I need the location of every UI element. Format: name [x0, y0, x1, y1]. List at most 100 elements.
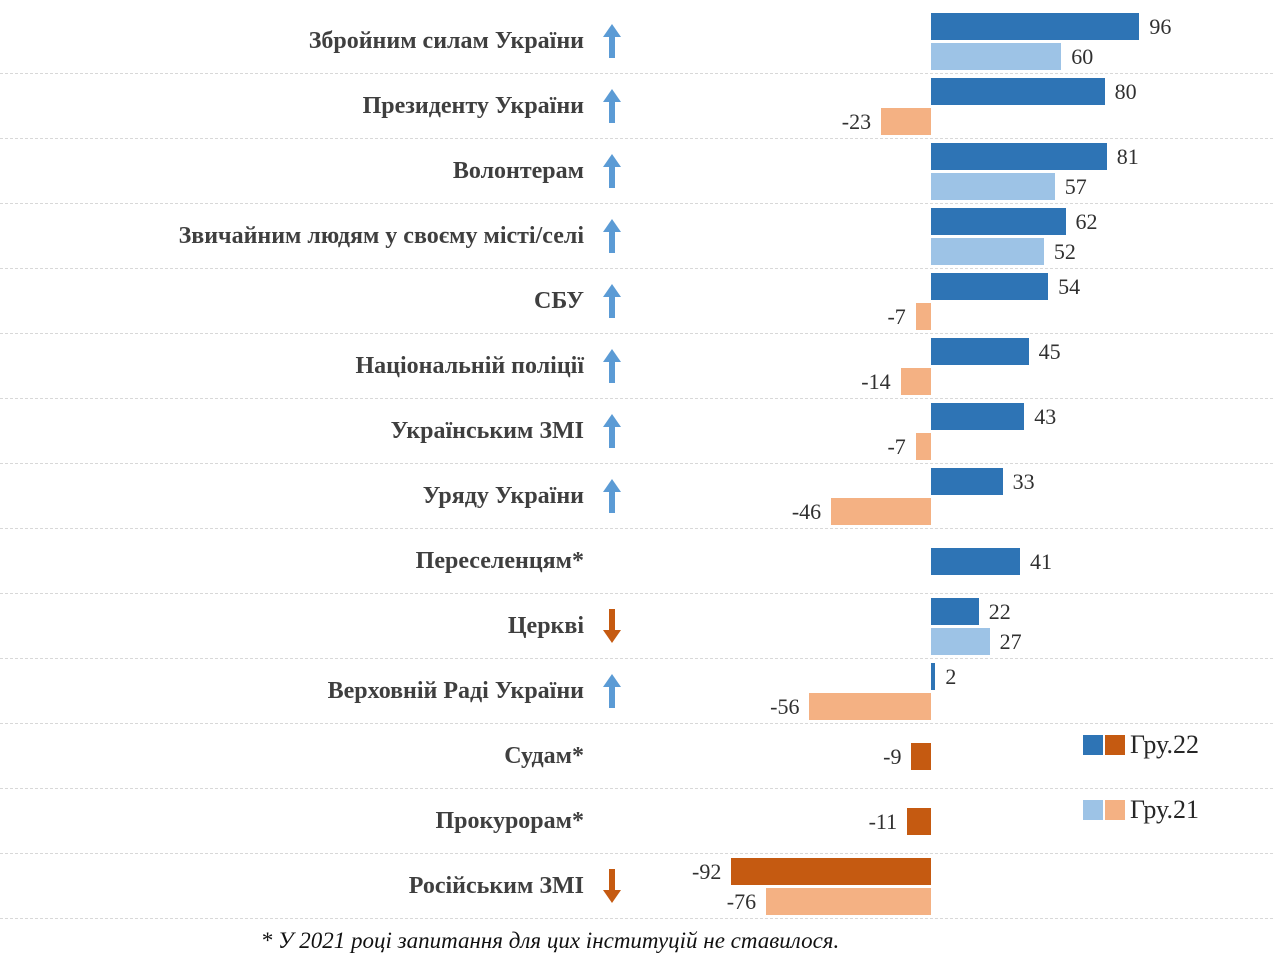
plot-area: -9 [634, 724, 1273, 788]
trend-cell [590, 594, 634, 658]
bar-dec22 [931, 338, 1029, 365]
value-label: 57 [1064, 174, 1087, 199]
bar-dec21 [931, 173, 1055, 200]
legend-label-dec22: Гру.22 [1130, 730, 1199, 759]
chart-rows: Збройним силам України 96 60 Президенту Укр… [0, 9, 1273, 919]
category-label: СБУ [534, 287, 584, 314]
value-label: -9 [883, 744, 902, 769]
trend-up-icon [603, 24, 621, 58]
bar-dec22 [931, 273, 1049, 300]
value-label: -46 [791, 499, 822, 524]
category-label: Уряду України [422, 482, 584, 509]
legend-label-dec21: Гру.21 [1130, 795, 1199, 824]
trend-cell [590, 204, 634, 268]
legend-swatch-light-orange [1105, 800, 1125, 820]
value-label: 43 [1034, 404, 1057, 429]
legend-swatch-light-blue [1083, 800, 1103, 820]
plot-area: 54 -7 [634, 269, 1273, 333]
plot-area: 96 60 [634, 9, 1273, 73]
plot-area: 80 -23 [634, 74, 1273, 138]
bar-dec21 [931, 238, 1044, 265]
chart-row: Президенту України 80 -23 [0, 74, 1273, 139]
chart-row: Уряду України 33 -46 [0, 464, 1273, 529]
trend-down-icon [603, 869, 621, 903]
value-label: -92 [692, 859, 722, 884]
plot-area: -92 -76 [634, 854, 1273, 918]
bar-dec22 [731, 858, 931, 885]
value-label: -11 [868, 809, 898, 834]
bar-dec21 [881, 108, 931, 135]
category-label: Церкві [507, 612, 584, 639]
value-label: -14 [861, 369, 891, 394]
category-label: Українським ЗМІ [390, 417, 584, 444]
chart-footnote: * У 2021 році запитання для цих інституц… [260, 928, 840, 953]
bar-dec22 [931, 13, 1140, 40]
bar-dec22 [931, 208, 1066, 235]
value-label: 80 [1114, 79, 1137, 104]
plot-area: 81 57 [634, 139, 1273, 203]
legend-item-dec22: Гру.22 [1083, 730, 1199, 759]
trend-up-icon [603, 284, 621, 318]
value-label: -23 [841, 109, 872, 134]
chart-row: СБУ 54 -7 [0, 269, 1273, 334]
chart-row: Збройним силам України 96 60 [0, 9, 1273, 74]
category-label: Президенту України [362, 92, 584, 119]
value-label: 62 [1075, 209, 1098, 234]
trend-up-icon [603, 349, 621, 383]
chart-row: Українським ЗМІ 43 -7 [0, 399, 1273, 464]
category-label: Волонтерам [452, 157, 584, 184]
value-label: 22 [988, 599, 1011, 624]
value-label: 45 [1038, 339, 1061, 364]
bar-dec22 [931, 78, 1105, 105]
bar-dec22 [911, 743, 931, 770]
trend-down-icon [603, 609, 621, 643]
plot-area: 33 -46 [634, 464, 1273, 528]
trend-cell [590, 9, 634, 73]
value-label: 2 [945, 664, 957, 689]
value-label: -7 [887, 304, 906, 329]
chart-row: Церкві 22 27 [0, 594, 1273, 659]
value-label: 27 [999, 629, 1022, 654]
bar-dec22 [931, 468, 1003, 495]
value-label: 60 [1071, 44, 1094, 69]
legend-swatch-dark-blue [1083, 735, 1103, 755]
trend-cell [590, 529, 634, 593]
chart-row: Верховній Раді України 2 -56 [0, 659, 1273, 724]
trend-up-icon [603, 414, 621, 448]
category-label: Верховній Раді України [327, 677, 584, 704]
legend-swatch-dark-orange [1105, 735, 1125, 755]
chart-row: Переселенцям* 41 [0, 529, 1273, 594]
category-label: Звичайним людям у своєму місті/селі [178, 222, 584, 249]
value-label: -56 [770, 694, 800, 719]
trend-cell [590, 334, 634, 398]
bar-dec22 [907, 808, 931, 835]
chart-row: Судам* -9 [0, 724, 1273, 789]
value-label: 33 [1012, 469, 1035, 494]
category-label: Збройним силам України [308, 27, 584, 54]
bar-dec22 [931, 663, 936, 690]
plot-area: 62 52 [634, 204, 1273, 268]
chart-row: Волонтерам 81 57 [0, 139, 1273, 204]
trend-cell [590, 854, 634, 918]
plot-area: 41 [634, 529, 1273, 593]
trend-up-icon [603, 154, 621, 188]
trend-up-icon [603, 479, 621, 513]
category-label: Переселенцям* [415, 547, 584, 574]
bar-dec21 [915, 433, 931, 460]
category-label: Прокурорам* [435, 807, 584, 834]
chart-row: Прокурорам* -11 [0, 789, 1273, 854]
plot-area: 22 27 [634, 594, 1273, 658]
bar-dec21 [766, 888, 931, 915]
trend-up-icon [603, 674, 621, 708]
chart-row: Національній поліції 45 -14 [0, 334, 1273, 399]
trend-up-icon [603, 219, 621, 253]
trend-cell [590, 724, 634, 788]
plot-area: -11 [634, 789, 1273, 853]
bar-dec21 [831, 498, 931, 525]
trend-up-icon [603, 89, 621, 123]
legend-item-dec21: Гру.21 [1083, 795, 1199, 824]
bar-dec22 [931, 143, 1107, 170]
value-label: 41 [1029, 549, 1052, 574]
value-label: 54 [1058, 274, 1081, 299]
